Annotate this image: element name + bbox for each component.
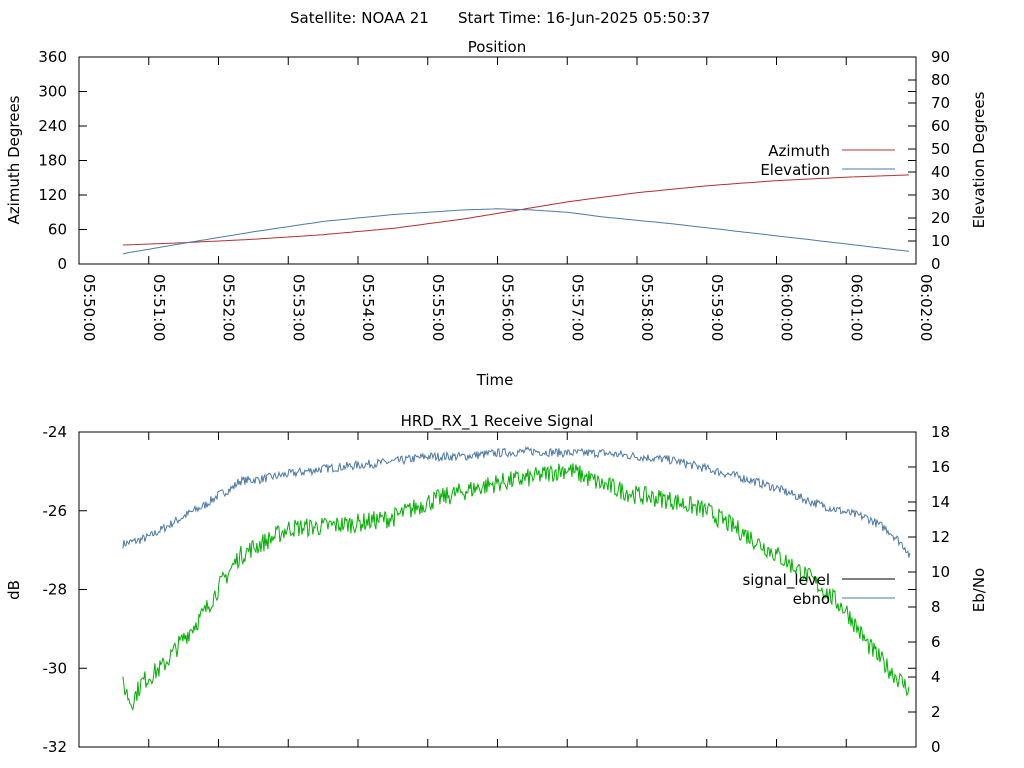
series-line-azimuth	[122, 174, 910, 246]
time-tick-label: 05:57:00	[568, 274, 586, 341]
right-tick-label: 14	[931, 493, 950, 511]
elevation-axis-label: Elevation Degrees	[970, 91, 988, 228]
time-tick-label: 05:56:00	[499, 274, 517, 341]
right-tick-label: 70	[931, 94, 950, 112]
time-tick-label: 05:58:00	[638, 274, 656, 341]
right-tick-label: 16	[931, 458, 950, 476]
left-tick-label: 60	[48, 221, 67, 239]
left-tick-label: 360	[38, 48, 67, 66]
time-axis-label: Time	[476, 371, 514, 389]
left-tick-label: -32	[43, 738, 68, 756]
azimuth-ticks: 0 60 120 180 240 300 360	[38, 48, 916, 273]
right-tick-label: 18	[931, 423, 950, 441]
left-tick-label: -30	[43, 659, 68, 677]
position-chart: Position Azimuth Degrees Elevation Degre…	[5, 38, 988, 389]
receive-time-ticks	[78, 432, 917, 747]
series-line-elevation	[122, 208, 910, 255]
right-tick-label: 6	[931, 633, 941, 651]
series-line-ebno	[122, 446, 911, 558]
receive-signal-chart-title: HRD_RX_1 Receive Signal	[401, 412, 594, 431]
time-tick-label: 06:02:00	[917, 274, 935, 341]
left-tick-label: 0	[57, 255, 67, 273]
right-tick-label: 2	[931, 703, 941, 721]
left-tick-label: 120	[38, 186, 67, 204]
time-tick-label: 05:50:00	[80, 274, 98, 341]
right-tick-label: 80	[931, 71, 950, 89]
legend-label-signal-level: signal_level	[742, 571, 830, 590]
right-tick-label: 8	[931, 598, 941, 616]
left-tick-label: 300	[38, 83, 67, 101]
right-tick-label: 50	[931, 140, 950, 158]
legend-label-elevation: Elevation	[760, 161, 830, 179]
left-tick-label: -24	[43, 423, 68, 441]
right-tick-label: 12	[931, 528, 950, 546]
satellite-label: Satellite: NOAA 21	[290, 9, 429, 27]
right-tick-label: 60	[931, 117, 950, 135]
right-tick-label: 0	[931, 255, 941, 273]
right-tick-label: 20	[931, 209, 950, 227]
legend-label-azimuth: Azimuth	[768, 142, 830, 160]
right-tick-label: 30	[931, 186, 950, 204]
right-tick-label: 10	[931, 563, 950, 581]
start-time-label: Start Time: 16-Jun-2025 05:50:37	[458, 9, 710, 27]
receive-signal-series	[122, 446, 911, 711]
right-tick-label: 0	[931, 738, 941, 756]
time-tick-label: 05:54:00	[359, 274, 377, 341]
time-tick-label: 05:59:00	[708, 274, 726, 341]
right-tick-label: 90	[931, 48, 950, 66]
db-ticks: -32 -30 -28 -26 -24	[43, 423, 916, 756]
azimuth-axis-label: Azimuth Degrees	[5, 95, 23, 224]
left-tick-label: -28	[43, 581, 68, 599]
position-chart-title: Position	[468, 38, 526, 56]
time-tick-label: 05:52:00	[220, 274, 238, 341]
time-tick-label: 05:53:00	[289, 274, 307, 341]
time-tick-label: 06:01:00	[847, 274, 865, 341]
time-tick-label: 05:51:00	[150, 274, 168, 341]
position-series	[122, 174, 910, 255]
time-tick-label: 06:00:00	[778, 274, 796, 341]
series-line-signal	[122, 463, 910, 711]
legend-label-ebno: ebno	[793, 590, 830, 608]
time-tick-label: 05:55:00	[429, 274, 447, 341]
elevation-ticks: 0 10 20 30 40 50 60 70 80 90	[908, 48, 950, 273]
ebno-axis-label: Eb/No	[970, 568, 988, 612]
ebno-ticks: 0 2 4 6 8 10 12 14 16 18	[908, 423, 950, 756]
right-tick-label: 4	[931, 668, 941, 686]
left-tick-label: 180	[38, 152, 67, 170]
right-tick-label: 10	[931, 232, 950, 250]
left-tick-label: 240	[38, 117, 67, 135]
receive-signal-chart: HRD_RX_1 Receive Signal dB Eb/No -32-30-…	[5, 412, 988, 756]
db-axis-label: dB	[5, 580, 23, 600]
left-tick-label: -26	[43, 502, 68, 520]
right-tick-label: 40	[931, 163, 950, 181]
time-ticks: 05:50:00 05:51:00 05:52:00 05:53:00 05:54:00…	[78, 57, 935, 341]
